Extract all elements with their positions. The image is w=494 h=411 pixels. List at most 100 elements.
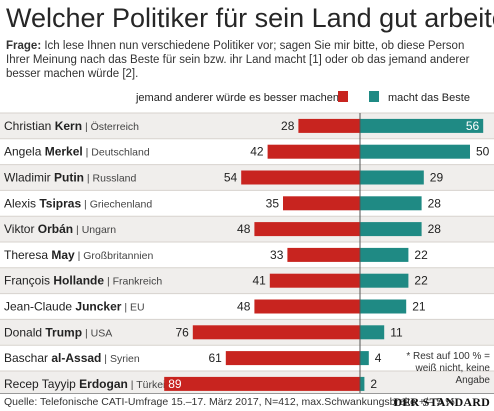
politician-first-name: Donald — [4, 325, 45, 339]
value-label-other: 61 — [208, 351, 222, 365]
legend-label-other: jemand anderer würde es besser machen — [135, 92, 339, 104]
source-text: Quelle: Telefonische CATI-Umfrage 15.–17… — [4, 396, 455, 408]
bar-other — [287, 247, 360, 262]
legend-swatch-other — [338, 91, 348, 102]
value-label-best: 28 — [428, 222, 442, 236]
question-text: Frage: Ich lese Ihnen nun verschiedene P… — [6, 39, 490, 81]
legend-swatch-best — [369, 91, 379, 102]
value-label-other: 76 — [175, 325, 189, 339]
source-bar: Quelle: Telefonische CATI-Umfrage 15.–17… — [0, 393, 494, 411]
politician-country: | USA — [82, 327, 112, 339]
bar-best — [360, 144, 470, 159]
bar-best — [360, 376, 365, 391]
politician-last-name: Tsipras — [39, 196, 81, 210]
politician-label: Angela Merkel | Deutschland — [4, 145, 150, 159]
bar-other — [164, 376, 360, 391]
bar-best — [360, 299, 407, 314]
politician-last-name: Putin — [54, 171, 84, 185]
politician-first-name: Recep Tayyip — [4, 377, 79, 391]
value-label-other: 28 — [281, 119, 295, 133]
bar-best — [360, 222, 422, 237]
politician-country: | Großbritannien — [75, 250, 154, 262]
bar-other — [283, 196, 360, 211]
politician-label: Alexis Tsipras | Griechenland — [4, 196, 152, 210]
politician-label: Baschar al-Assad | Syrien — [4, 351, 140, 365]
politician-country: | EU — [121, 302, 144, 314]
politician-last-name: al-Assad — [51, 351, 101, 365]
politician-label: Christian Kern | Österreich — [4, 119, 139, 133]
bar-other — [254, 222, 360, 237]
politician-first-name: Theresa — [4, 248, 51, 262]
value-label-best: 11 — [390, 325, 403, 339]
politician-first-name: Alexis — [4, 196, 39, 210]
bar-best — [360, 351, 369, 366]
politician-last-name: Trump — [45, 325, 82, 339]
chart-title: Welcher Politiker für sein Land gut arbe… — [6, 3, 494, 33]
bar-other — [254, 299, 360, 314]
politician-last-name: May — [51, 248, 75, 262]
politician-country: | Frankreich — [104, 276, 162, 288]
politician-label: François Hollande | Frankreich — [4, 274, 162, 288]
politician-country: | Russland — [84, 173, 136, 185]
politician-first-name: Wladimir — [4, 171, 54, 185]
diverging-bar-chart: Christian Kern | Österreich 28 56 Angela Me… — [0, 112, 494, 393]
politician-last-name: Orbán — [38, 222, 73, 236]
footnote: * Rest auf 100 % = weiß nicht, keine Ang… — [406, 351, 490, 386]
politician-label: Theresa May | Großbritannien — [4, 248, 153, 262]
politician-country: | Syrien — [101, 353, 139, 365]
bar-best — [360, 118, 484, 133]
bar-best — [360, 325, 385, 340]
value-label-other: 42 — [250, 145, 264, 159]
politician-label: Viktor Orbán | Ungarn — [4, 222, 116, 236]
value-label-best: 2 — [370, 377, 377, 391]
value-label-best: 21 — [412, 300, 426, 314]
politician-last-name: Kern — [55, 119, 82, 133]
bar-other — [267, 144, 360, 159]
value-label-other: 41 — [252, 274, 266, 288]
value-label-best: 22 — [414, 274, 428, 288]
politician-first-name: Christian — [4, 119, 55, 133]
question-body: Ich lese Ihnen nun verschiedene Politike… — [6, 40, 470, 80]
politician-country: | Griechenland — [81, 198, 152, 210]
politician-country: | Deutschland — [83, 147, 150, 159]
politician-country: | Österreich — [82, 121, 139, 133]
question-label: Frage: — [6, 40, 42, 52]
bar-other — [225, 351, 360, 366]
politician-first-name: Angela — [4, 145, 45, 159]
value-label-best: 22 — [414, 248, 428, 262]
value-label-other: 89 — [168, 377, 182, 391]
der-standard-logo: DER STANDARD — [393, 395, 490, 409]
politician-label: Wladimir Putin | Russland — [4, 171, 136, 185]
row-background — [0, 267, 494, 294]
value-label-other: 48 — [237, 300, 251, 314]
value-label-other: 33 — [270, 248, 284, 262]
value-label-best: 28 — [428, 196, 442, 210]
value-label-other: 48 — [237, 222, 251, 236]
bar-other — [241, 170, 360, 185]
bar-best — [360, 170, 424, 185]
value-label-best: 29 — [430, 171, 444, 185]
value-label-best: 4 — [375, 351, 382, 365]
bar-best — [360, 196, 422, 211]
politician-country: | Türkei — [128, 379, 166, 391]
politician-last-name: Hollande — [53, 274, 104, 288]
value-label-other: 54 — [224, 171, 238, 185]
value-label-best: 56 — [466, 119, 480, 133]
politician-first-name: Jean-Claude — [4, 300, 75, 314]
politician-country: | Ungarn — [73, 224, 116, 236]
politician-label: Jean-Claude Juncker | EU — [4, 300, 145, 314]
politician-first-name: Baschar — [4, 351, 51, 365]
bar-best — [360, 247, 409, 262]
bar-other — [192, 325, 360, 340]
politician-last-name: Merkel — [45, 145, 83, 159]
politician-last-name: Juncker — [75, 300, 121, 314]
politician-first-name: Viktor — [4, 222, 38, 236]
value-label-best: 50 — [476, 145, 490, 159]
legend-label-best: macht das Beste — [388, 92, 470, 104]
bar-best — [360, 273, 409, 288]
bar-other — [298, 118, 360, 133]
value-label-other: 35 — [266, 196, 280, 210]
bar-other — [269, 273, 360, 288]
politician-last-name: Erdogan — [79, 377, 128, 391]
politician-label: Donald Trump | USA — [4, 325, 112, 339]
